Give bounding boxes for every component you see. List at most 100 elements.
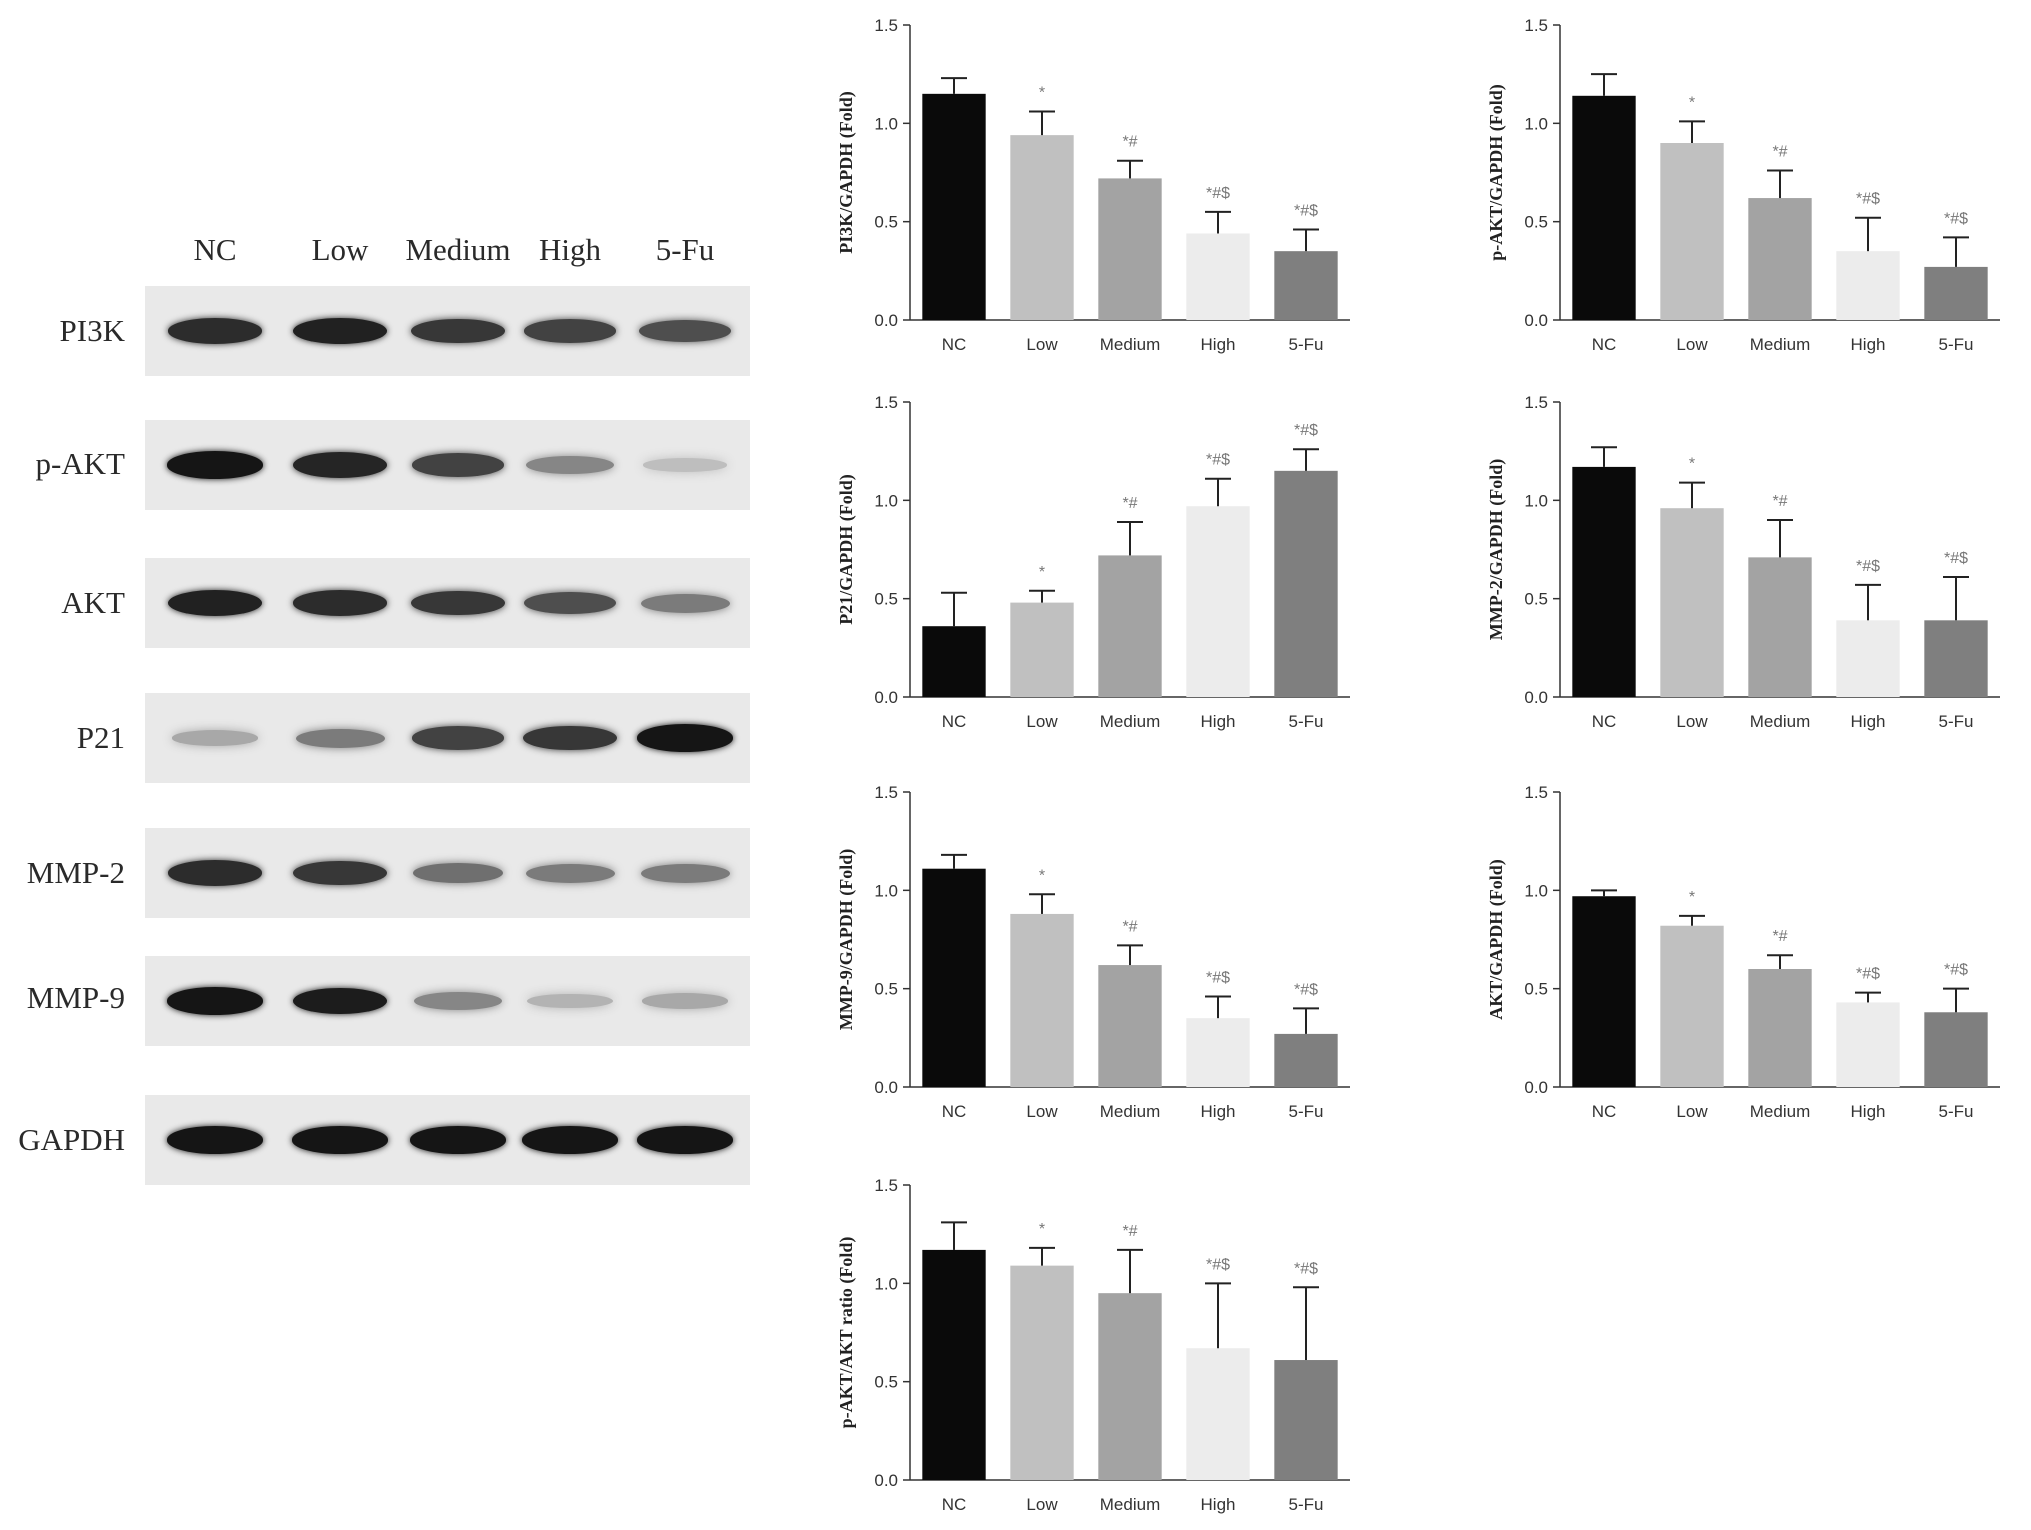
x-tick-label: High (1851, 712, 1886, 731)
lane-label-medium: Medium (405, 232, 511, 267)
significance-mark: *#$ (1944, 962, 1968, 979)
blot-band (637, 724, 733, 752)
y-tick-label: 0.5 (874, 980, 898, 999)
x-tick-label: 5-Fu (1939, 335, 1974, 354)
y-tick-label: 1.5 (1524, 393, 1548, 412)
significance-mark: *#$ (1206, 1256, 1230, 1273)
x-tick-label: High (1851, 1102, 1886, 1121)
significance-mark: *# (1122, 134, 1137, 151)
y-tick-label: 1.0 (874, 114, 898, 133)
y-tick-label: 0.5 (874, 213, 898, 232)
bar (1186, 506, 1250, 697)
blot-band (522, 1126, 618, 1154)
x-tick-label: High (1201, 712, 1236, 731)
bar (1274, 1360, 1338, 1480)
blot-band (640, 863, 730, 883)
significance-mark: *#$ (1294, 422, 1318, 439)
western-blot-panel: NC Low Medium High 5-Fu PI3K p-AKT AKT P… (0, 0, 780, 1527)
bar (1274, 470, 1338, 697)
bar (1572, 95, 1636, 320)
blot-band (167, 1126, 263, 1154)
y-tick-label: 1.0 (1524, 881, 1548, 900)
x-tick-label: Medium (1750, 712, 1810, 731)
significance-mark: * (1689, 889, 1695, 906)
pakt-bar-chart: 0.0 0.5 1.0 1.5 p-AKT/GAPDH (Fold) NC * Low *# Me… (1486, 16, 2000, 354)
bar (1836, 251, 1900, 320)
blot-row-label: MMP-9 (26, 980, 125, 1015)
y-tick-label: 0.5 (1524, 213, 1548, 232)
bar (1924, 266, 1988, 320)
x-tick-label: Low (1026, 1495, 1058, 1514)
significance-mark: *# (1772, 493, 1787, 510)
bar (1186, 1018, 1250, 1087)
bar (1010, 913, 1074, 1087)
x-tick-label: Low (1026, 1102, 1058, 1121)
x-tick-label: Low (1676, 712, 1708, 731)
blot-band (525, 863, 615, 883)
x-tick-label: 5-Fu (1289, 1102, 1324, 1121)
significance-mark: *#$ (1944, 550, 1968, 567)
blot-band (413, 863, 503, 883)
blot-band (410, 1126, 506, 1154)
y-tick-label: 1.5 (874, 783, 898, 802)
y-tick-label: 1.5 (874, 1176, 898, 1195)
akt-bar-chart: 0.0 0.5 1.0 1.5 AKT/GAPDH (Fold) NC * Low *# Medi… (1486, 783, 2000, 1121)
y-tick-label: 0.5 (874, 1373, 898, 1392)
y-axis-label: p-AKT/AKT ratio (Fold) (836, 1237, 857, 1429)
y-tick-label: 1.0 (1524, 491, 1548, 510)
significance-mark: *#$ (1294, 1260, 1318, 1277)
blot-row-label: GAPDH (18, 1122, 125, 1157)
significance-mark: * (1689, 456, 1695, 473)
bar (1186, 1348, 1250, 1480)
bar (1748, 557, 1812, 697)
blot-row-label: PI3K (59, 313, 125, 348)
significance-mark: * (1039, 85, 1045, 102)
blot-band (523, 319, 617, 343)
blot-band (292, 987, 388, 1015)
bar (1098, 178, 1162, 320)
y-tick-label: 0.5 (1524, 980, 1548, 999)
significance-mark: *#$ (1294, 203, 1318, 220)
x-tick-label: 5-Fu (1939, 712, 1974, 731)
blot-band (293, 860, 387, 886)
blot-row-label: P21 (76, 720, 125, 755)
blot-row-label: p-AKT (35, 446, 125, 481)
x-tick-label: Medium (1750, 1102, 1810, 1121)
x-tick-label: High (1201, 1495, 1236, 1514)
bar (1660, 143, 1724, 320)
y-axis-label: MMP-9/GAPDH (Fold) (836, 849, 857, 1030)
x-tick-label: NC (1592, 712, 1617, 731)
blot-band (639, 319, 731, 343)
x-tick-label: NC (942, 712, 967, 731)
y-tick-label: 0.5 (1524, 590, 1548, 609)
pakt-akt-ratio-bar-chart: 0.0 0.5 1.0 1.5 p-AKT/AKT ratio (Fold) NC * Low… (836, 1176, 1350, 1514)
blot-band (523, 725, 617, 751)
bar (922, 626, 986, 697)
blot-band (637, 1126, 733, 1154)
bar (1010, 1265, 1074, 1480)
blot-strip (145, 956, 750, 1046)
bar (1748, 969, 1812, 1087)
y-tick-label: 1.5 (1524, 783, 1548, 802)
blot-band (641, 993, 729, 1009)
y-tick-label: 1.0 (874, 881, 898, 900)
blot-band (642, 458, 728, 472)
significance-mark: *# (1122, 918, 1137, 935)
lane-label-nc: NC (193, 232, 237, 267)
blot-band (292, 452, 388, 478)
blot-band (640, 593, 730, 613)
bar (1572, 466, 1636, 697)
blot-band (524, 591, 616, 615)
y-tick-label: 0.0 (1524, 311, 1548, 330)
x-tick-label: NC (1592, 1102, 1617, 1121)
x-tick-label: Medium (1100, 1495, 1160, 1514)
y-axis-label: P21/GAPDH (Fold) (836, 474, 857, 625)
x-tick-label: 5-Fu (1289, 712, 1324, 731)
significance-mark: * (1039, 867, 1045, 884)
bar (1274, 1033, 1338, 1087)
x-tick-label: Medium (1750, 335, 1810, 354)
bar (922, 1249, 986, 1480)
x-tick-label: Low (1676, 335, 1708, 354)
lane-label-high: High (539, 232, 601, 267)
lane-label-5fu: 5-Fu (655, 232, 715, 267)
